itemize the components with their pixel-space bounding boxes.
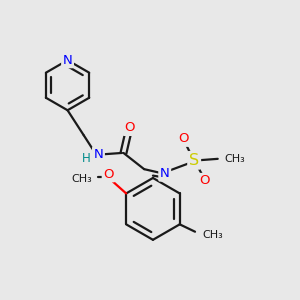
Text: N: N [63,54,72,67]
Text: O: O [124,122,135,134]
Text: CH₃: CH₃ [224,154,245,164]
Text: S: S [189,153,199,168]
Text: O: O [178,132,189,145]
Text: O: O [199,174,210,188]
Text: N: N [94,148,103,161]
Text: CH₃: CH₃ [72,174,92,184]
Text: O: O [103,168,114,181]
Text: CH₃: CH₃ [203,230,224,240]
Text: H: H [81,152,90,165]
Text: N: N [160,167,169,180]
